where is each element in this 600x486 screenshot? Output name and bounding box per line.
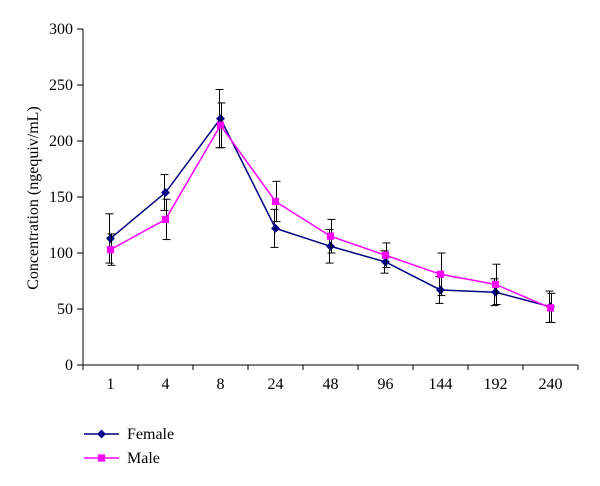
y-tick-label: 100 — [49, 245, 73, 262]
x-tick-label: 4 — [162, 376, 170, 393]
y-axis-title: Concentration (ngequiv/mL) — [25, 106, 42, 290]
series-line — [110, 117, 551, 308]
x-tick-label: 48 — [323, 376, 339, 393]
x-tick-label: 144 — [429, 376, 453, 393]
x-tick-label: 240 — [539, 376, 563, 393]
x-tick-label: 24 — [268, 376, 284, 393]
data-point — [435, 285, 446, 295]
y-tick-label: 300 — [49, 21, 73, 38]
data-point — [160, 187, 171, 198]
legend-item-male: Male — [84, 450, 160, 467]
y-axis-ticks: 0 50 100 150 200 250 300 — [49, 21, 83, 374]
data-point — [380, 257, 391, 267]
x-tick-label: 8 — [217, 376, 225, 393]
legend-marker — [97, 454, 106, 462]
x-tick-label: 1 — [107, 376, 115, 393]
data-point — [161, 215, 170, 223]
legend: Female Male — [84, 426, 174, 467]
y-tick-label: 150 — [49, 189, 73, 206]
y-tick-label: 200 — [49, 133, 73, 150]
series-layer — [105, 88, 556, 323]
legend-label: Male — [127, 450, 160, 467]
x-tick-label: 192 — [484, 376, 508, 393]
series-line — [110, 123, 551, 309]
y-tick-label: 0 — [65, 357, 73, 374]
legend-label: Female — [127, 426, 174, 443]
y-tick-label: 50 — [57, 301, 73, 318]
data-point — [326, 232, 335, 240]
data-point — [491, 280, 500, 288]
data-point — [216, 121, 225, 129]
data-point — [270, 223, 281, 233]
data-point — [325, 241, 336, 251]
x-tick-label: 96 — [378, 376, 394, 393]
legend-item-female: Female — [84, 426, 174, 443]
data-point — [546, 304, 555, 312]
series-male — [106, 102, 556, 323]
data-point — [436, 270, 445, 278]
data-point — [106, 246, 115, 254]
data-point — [381, 251, 390, 259]
legend-marker — [96, 429, 107, 439]
x-axis-ticks: 1 4 8 24 48 96 144 192 240 — [82, 365, 579, 393]
data-point — [105, 233, 116, 243]
data-point — [490, 287, 501, 297]
data-point — [271, 197, 280, 206]
y-tick-label: 250 — [49, 77, 73, 94]
